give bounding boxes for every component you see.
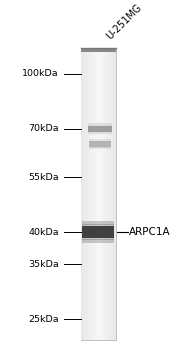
Bar: [85, 48, 87, 340]
Text: 35kDa: 35kDa: [28, 260, 59, 269]
Bar: [81, 48, 82, 340]
Bar: [82, 236, 114, 240]
Bar: [98, 48, 99, 340]
Bar: [88, 131, 112, 133]
Bar: [81, 48, 116, 340]
Bar: [89, 141, 111, 147]
Bar: [114, 48, 116, 340]
Bar: [88, 48, 89, 340]
Bar: [107, 48, 109, 340]
Text: 55kDa: 55kDa: [28, 173, 59, 182]
Bar: [95, 48, 96, 340]
Text: 100kDa: 100kDa: [22, 69, 59, 78]
Bar: [88, 132, 112, 134]
Bar: [82, 226, 114, 238]
Bar: [100, 48, 102, 340]
Bar: [83, 48, 84, 340]
Bar: [87, 48, 88, 340]
Bar: [97, 48, 98, 340]
Bar: [82, 239, 114, 243]
Bar: [106, 48, 107, 340]
Bar: [109, 48, 110, 340]
Bar: [102, 48, 103, 340]
Bar: [88, 125, 112, 127]
Bar: [94, 48, 95, 340]
Text: 25kDa: 25kDa: [28, 315, 59, 324]
Bar: [89, 48, 90, 340]
Text: 40kDa: 40kDa: [28, 228, 59, 237]
Bar: [91, 48, 92, 340]
Bar: [89, 140, 111, 142]
Bar: [82, 48, 83, 340]
Bar: [113, 48, 114, 340]
Bar: [90, 48, 91, 340]
Bar: [103, 48, 104, 340]
Bar: [89, 146, 111, 148]
Bar: [88, 124, 112, 125]
Bar: [82, 221, 114, 225]
Bar: [96, 48, 97, 340]
Bar: [84, 48, 85, 340]
Bar: [112, 48, 113, 340]
Bar: [110, 48, 111, 340]
Bar: [99, 48, 100, 340]
Bar: [88, 126, 112, 132]
Bar: [104, 48, 105, 340]
Text: 70kDa: 70kDa: [28, 124, 59, 133]
Bar: [82, 224, 114, 228]
Text: ARPC1A: ARPC1A: [129, 227, 170, 237]
Bar: [89, 139, 111, 140]
Bar: [81, 48, 116, 52]
Bar: [105, 48, 106, 340]
Bar: [89, 147, 111, 149]
Text: U-251MG: U-251MG: [104, 2, 143, 42]
Bar: [111, 48, 112, 340]
Bar: [92, 48, 94, 340]
